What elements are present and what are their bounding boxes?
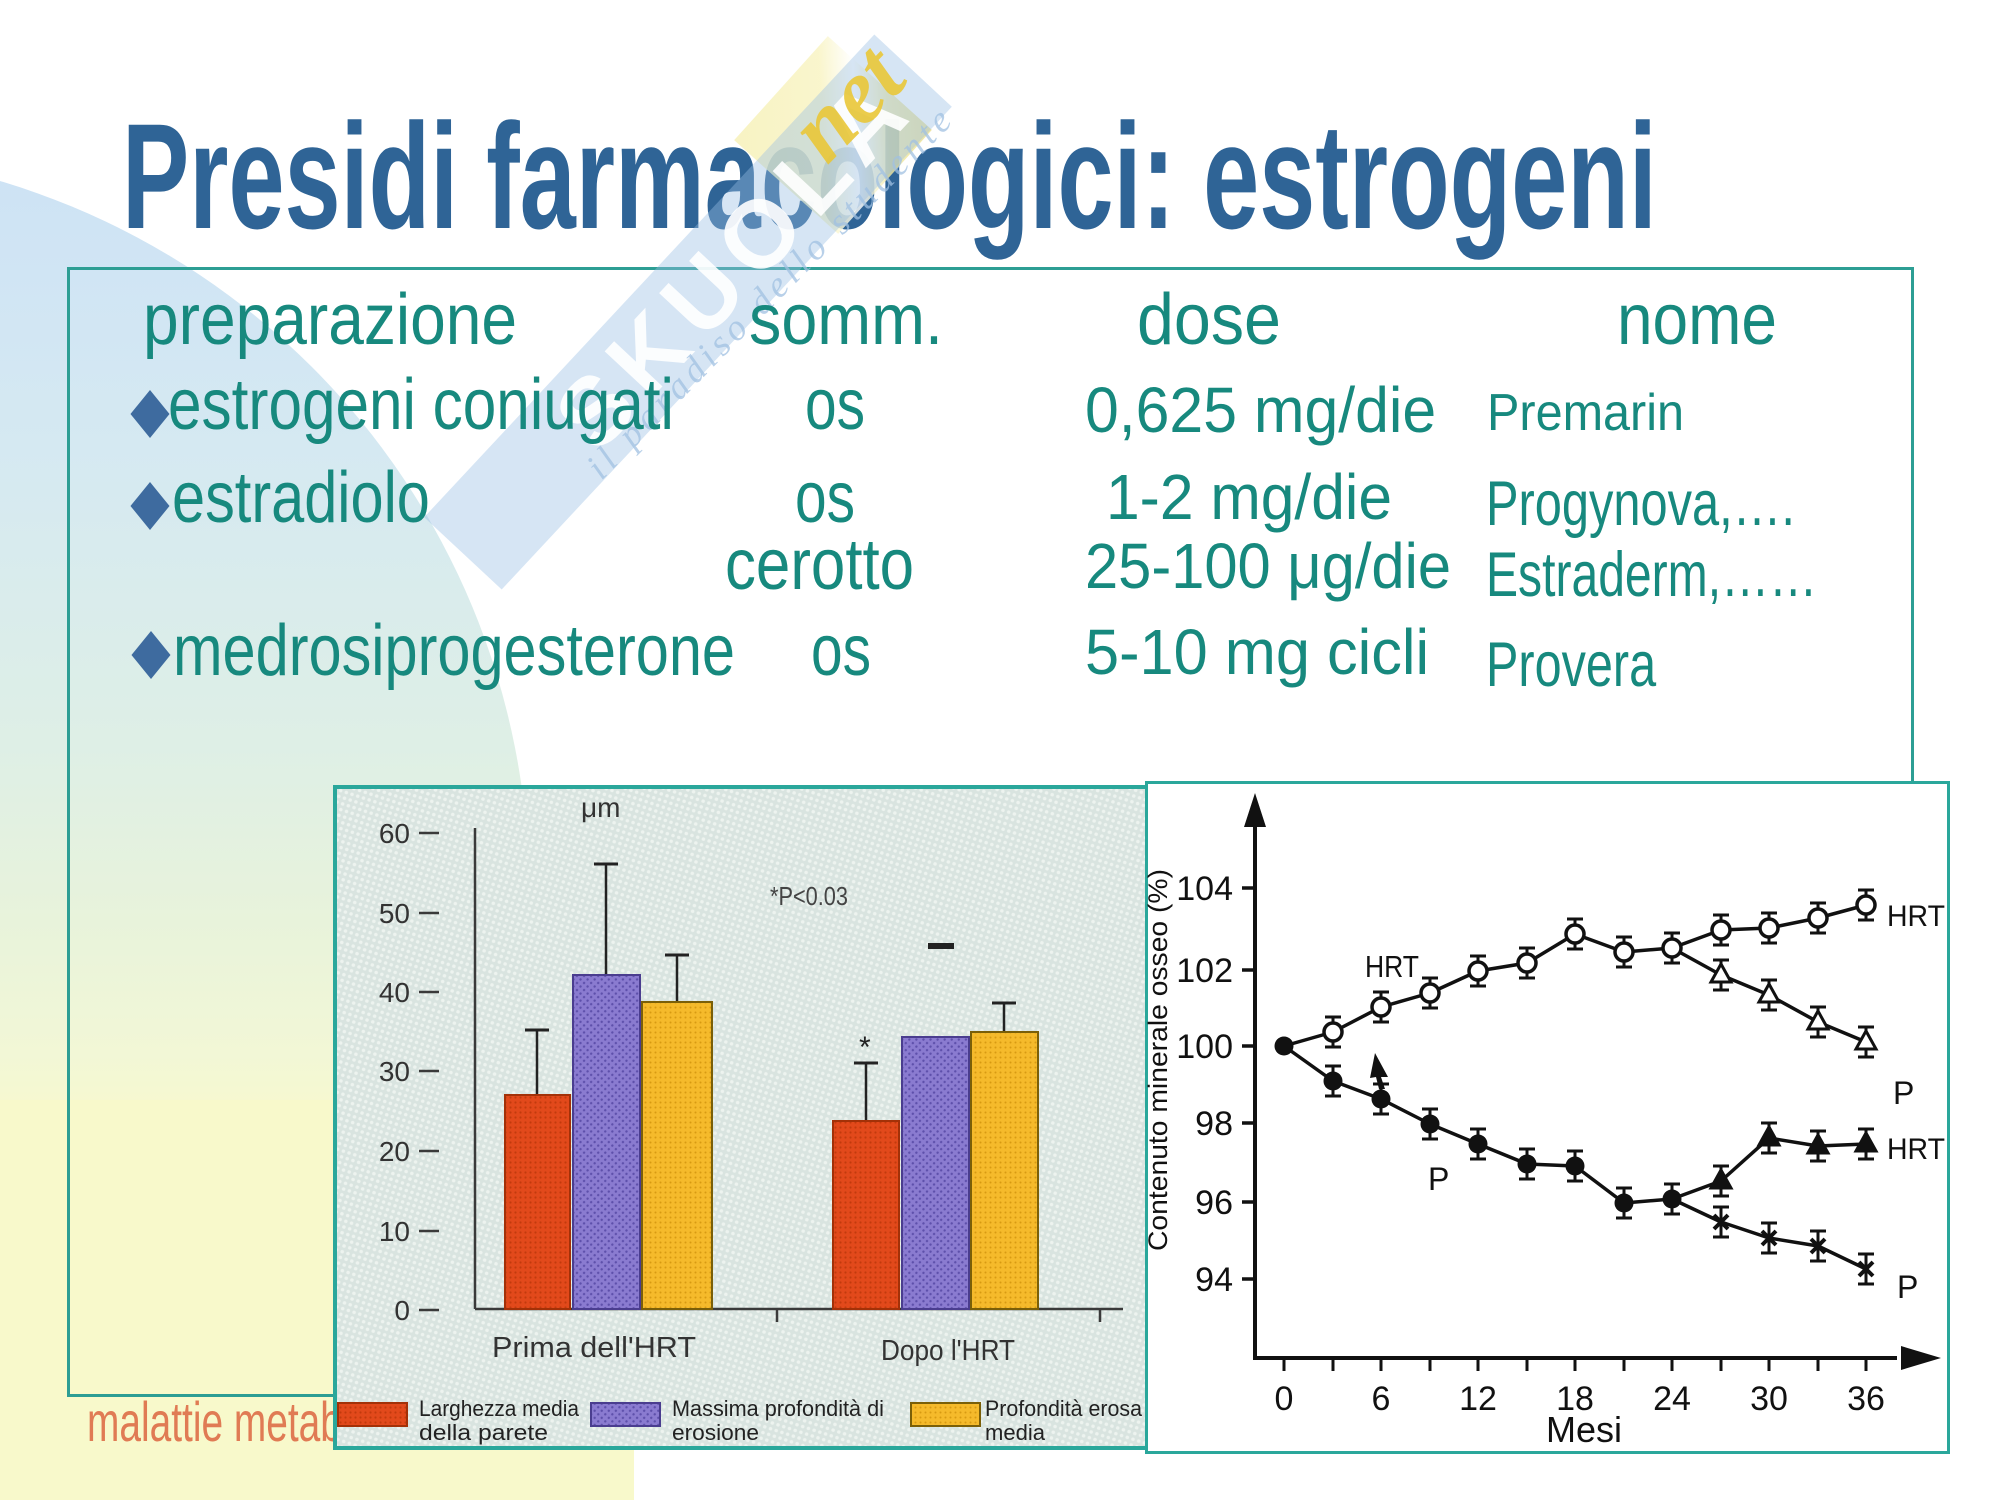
svg-text:104: 104: [1176, 870, 1233, 908]
svg-text:della parete: della parete: [419, 1420, 548, 1445]
svg-text:50: 50: [379, 898, 410, 929]
svg-text:Larghezza media: Larghezza media: [419, 1396, 580, 1421]
svg-text:HRT: HRT: [1887, 1133, 1945, 1166]
svg-text:96: 96: [1195, 1184, 1233, 1222]
svg-text:erosione: erosione: [672, 1420, 759, 1445]
svg-text:Profondità erosa: Profondità erosa: [985, 1396, 1143, 1421]
svg-text:100: 100: [1176, 1028, 1233, 1066]
svg-text:94: 94: [1195, 1261, 1233, 1299]
svg-text:30: 30: [379, 1056, 410, 1087]
svg-text:102: 102: [1176, 952, 1233, 990]
svg-text:P: P: [1893, 1075, 1914, 1111]
svg-text:0: 0: [394, 1295, 410, 1326]
svg-text:media: media: [985, 1420, 1046, 1445]
svg-text:60: 60: [379, 818, 410, 849]
svg-text:24: 24: [1653, 1380, 1691, 1418]
svg-text:18: 18: [1556, 1380, 1594, 1418]
svg-text:HRT: HRT: [1365, 949, 1419, 984]
svg-text:6: 6: [1372, 1380, 1391, 1418]
svg-text:Prima dell'HRT: Prima dell'HRT: [492, 1332, 696, 1364]
svg-text:Dopo l'HRT: Dopo l'HRT: [881, 1335, 1015, 1367]
svg-text:P: P: [1897, 1269, 1918, 1305]
svg-text:*P<0.03: *P<0.03: [770, 881, 848, 911]
svg-text:30: 30: [1750, 1380, 1788, 1418]
svg-text:0: 0: [1275, 1380, 1294, 1418]
svg-text:12: 12: [1459, 1380, 1497, 1418]
svg-text:Contenuto minerale osseo (%): Contenuto minerale osseo (%): [1145, 869, 1173, 1251]
svg-text:98: 98: [1195, 1105, 1233, 1143]
svg-text:36: 36: [1847, 1380, 1885, 1418]
svg-text:10: 10: [379, 1216, 410, 1247]
svg-text:20: 20: [379, 1136, 410, 1167]
svg-text:HRT: HRT: [1887, 900, 1945, 933]
svg-text:Massima profondità di: Massima profondità di: [672, 1396, 884, 1421]
svg-text:P: P: [1428, 1161, 1449, 1197]
svg-text:Mesi: Mesi: [1546, 1409, 1622, 1450]
svg-text:*: *: [859, 1031, 871, 1064]
svg-text:μm: μm: [581, 792, 620, 823]
svg-text:40: 40: [379, 977, 410, 1008]
